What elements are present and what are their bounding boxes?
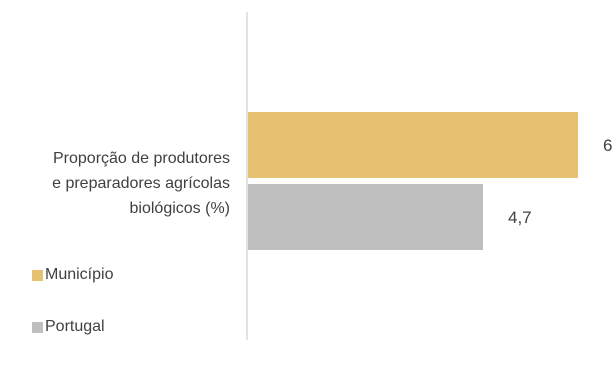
bar-portugal — [248, 184, 483, 250]
legend-label-portugal: Portugal — [45, 318, 105, 335]
legend-item-municipio: Município — [32, 262, 113, 288]
category-label-line: e preparadores agrícolas — [52, 175, 230, 192]
category-label: Proporção de produtores e preparadores a… — [8, 146, 230, 221]
category-label-line: biológicos (%) — [129, 200, 230, 217]
chart-plot: 6,6 4,7 — [246, 12, 612, 340]
legend-swatch-municipio — [32, 269, 43, 281]
legend: Município Portugal — [32, 262, 113, 366]
bar-municipio — [248, 112, 578, 178]
legend-swatch-portugal — [32, 321, 43, 333]
legend-label-municipio: Município — [45, 266, 114, 283]
data-label-municipio: 6,6 — [603, 136, 612, 155]
legend-item-portugal: Portugal — [32, 314, 113, 340]
category-label-line: Proporção de produtores — [53, 150, 230, 167]
data-label-portugal: 4,7 — [508, 208, 532, 227]
